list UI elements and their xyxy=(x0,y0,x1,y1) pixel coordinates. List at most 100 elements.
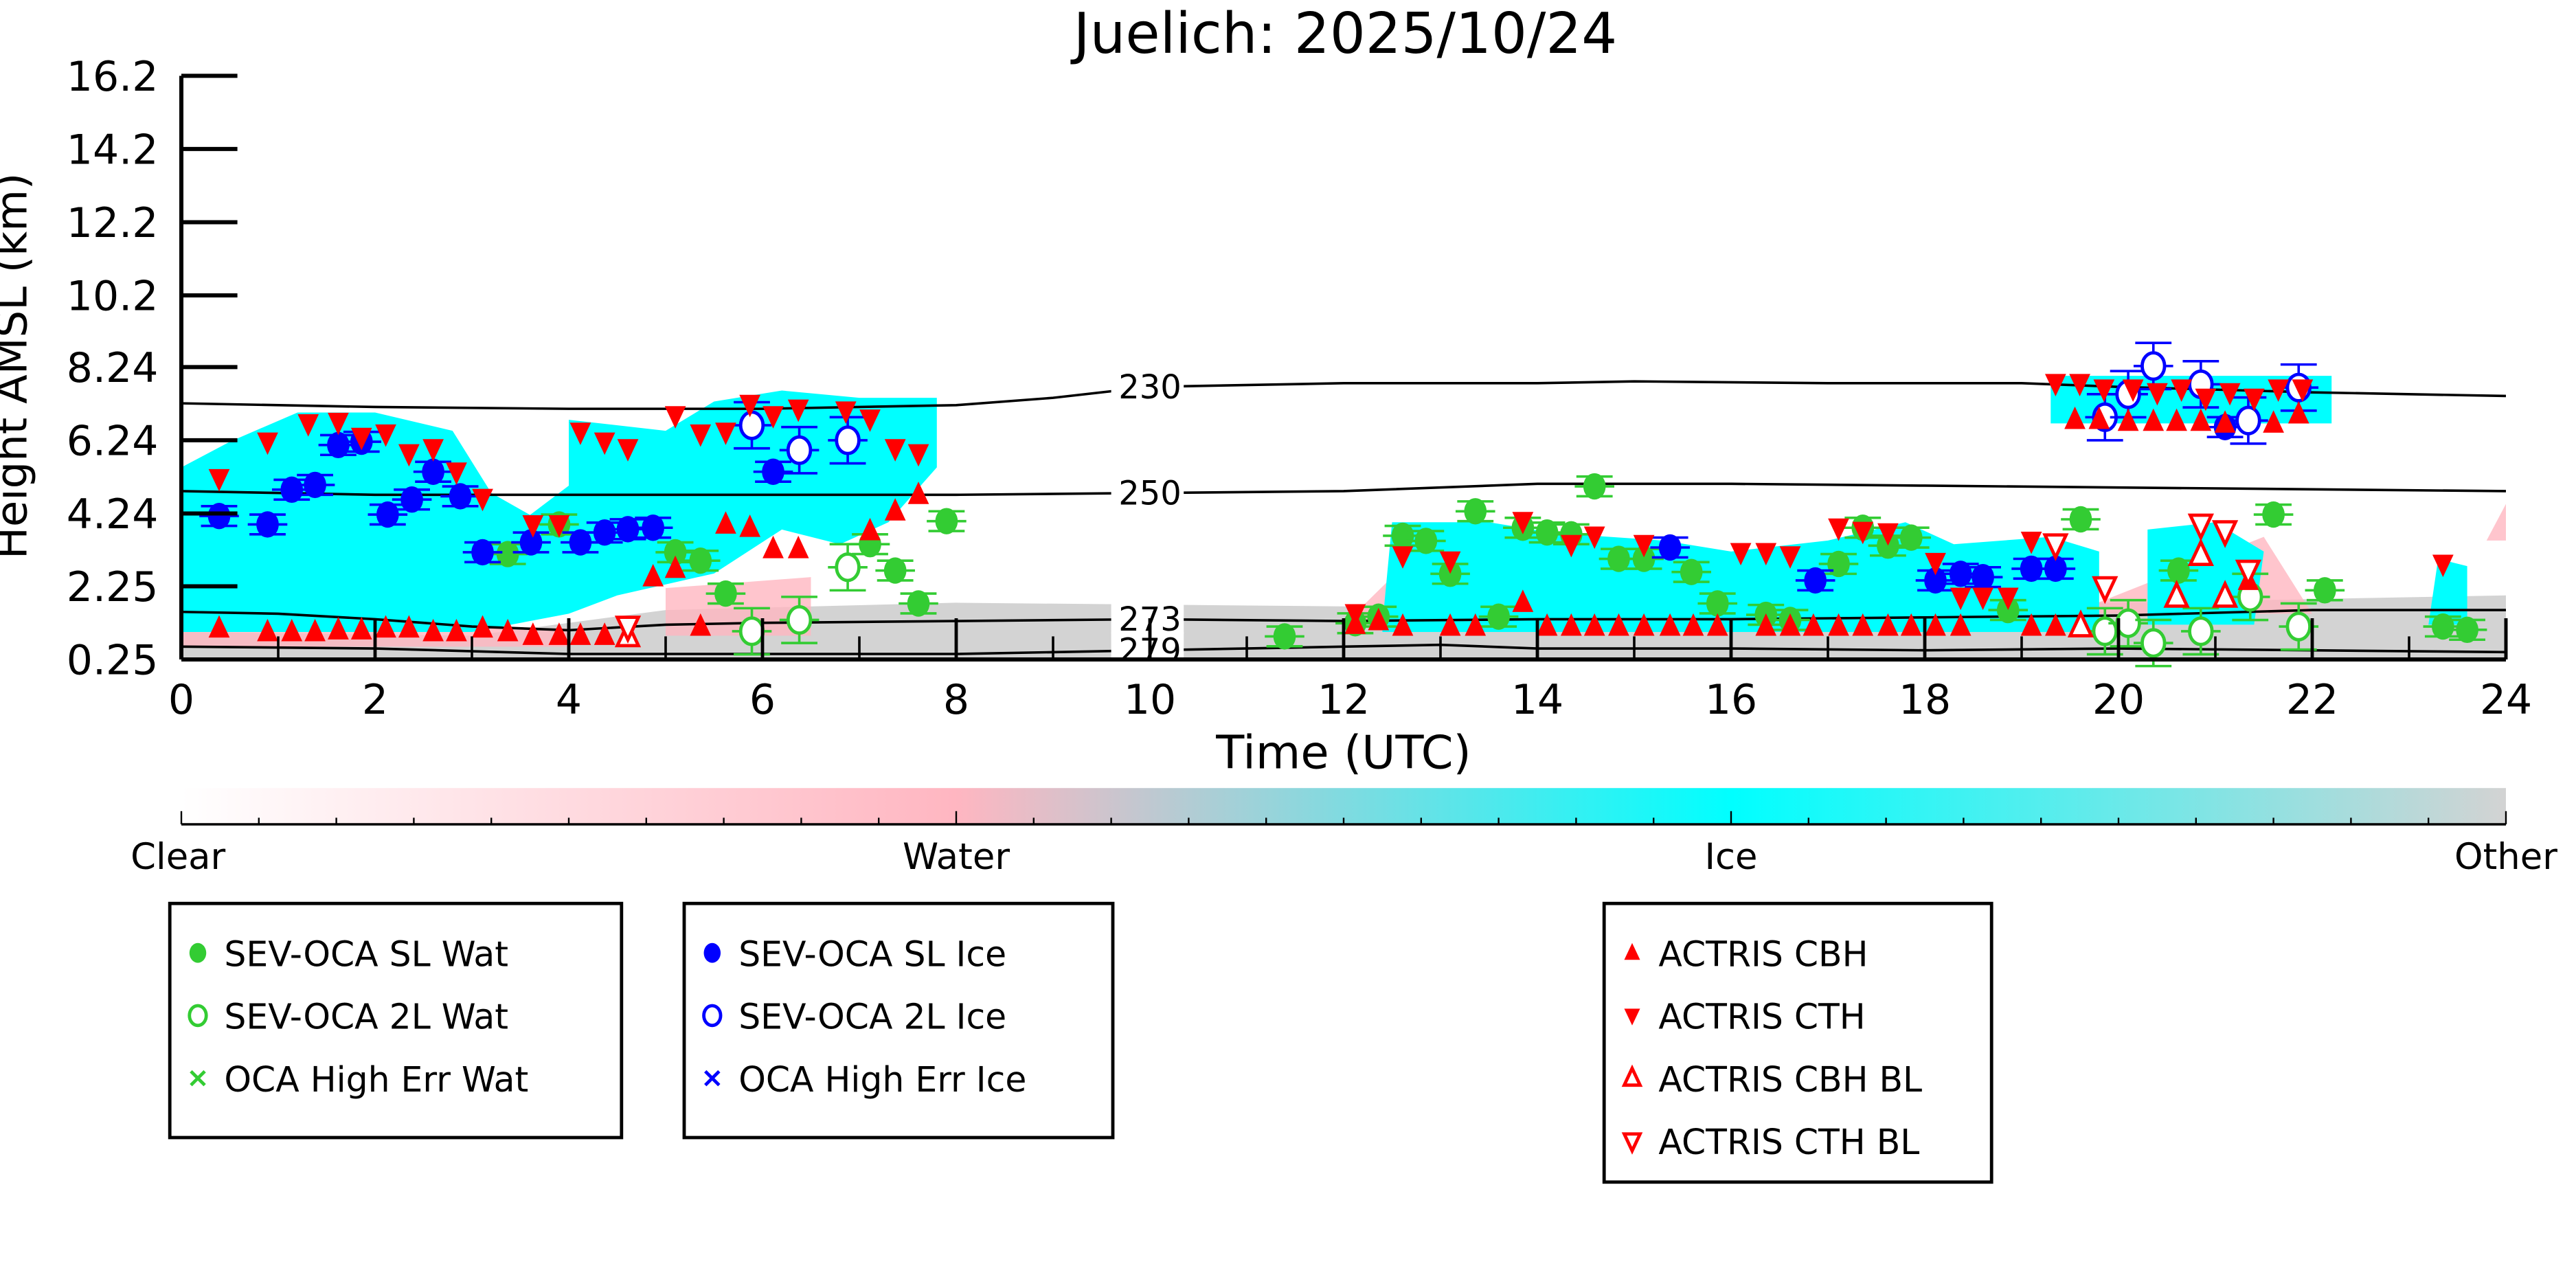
data-point xyxy=(1899,524,1923,551)
contour-230 xyxy=(181,380,2506,410)
data-point xyxy=(1852,521,1874,545)
data-point xyxy=(2171,379,2193,403)
data-point xyxy=(522,622,544,645)
legend-marker xyxy=(188,1004,208,1028)
contour-250 xyxy=(181,482,2506,497)
data-point xyxy=(2088,406,2110,429)
data-point xyxy=(1607,545,1630,572)
data-point xyxy=(256,511,279,538)
y-tick-label: 16.2 xyxy=(67,53,159,101)
data-point xyxy=(642,515,664,541)
data-point xyxy=(1512,512,1534,534)
colorbar-label-clear: Clear xyxy=(131,836,225,878)
legend-marker xyxy=(703,942,721,963)
data-point xyxy=(375,424,396,447)
data-point xyxy=(2235,405,2261,436)
data-point xyxy=(1779,546,1801,569)
data-point xyxy=(762,458,784,485)
y-tick-label: 2.25 xyxy=(67,563,159,611)
data-point xyxy=(281,618,303,642)
data-point xyxy=(2263,410,2284,433)
data-point xyxy=(1512,589,1534,612)
data-point xyxy=(2187,538,2214,567)
data-point xyxy=(715,511,736,534)
data-point xyxy=(1755,613,1777,636)
data-point xyxy=(1487,603,1510,630)
data-point xyxy=(689,547,712,574)
data-point xyxy=(2235,559,2262,588)
data-point xyxy=(2166,408,2187,431)
legend-box-3: ACTRIS CBH ACTRIS CTH ACTRIS CBH BL ACTRIS … xyxy=(1602,901,1993,1184)
data-point xyxy=(1273,623,1296,650)
data-point xyxy=(2020,613,2042,636)
legend-label: SEV-OCA SL Ice xyxy=(738,934,1006,974)
data-point xyxy=(2092,616,2118,646)
data-point xyxy=(522,515,544,538)
data-point xyxy=(1392,613,1414,636)
x-tick-label: 20 xyxy=(2092,676,2145,724)
data-point xyxy=(2117,408,2139,431)
data-point xyxy=(593,519,616,546)
data-point xyxy=(714,580,737,607)
data-point xyxy=(762,406,784,429)
series-actris-cth-bl xyxy=(614,513,2262,644)
x-tick-label: 8 xyxy=(943,676,969,724)
data-point xyxy=(787,535,809,558)
data-point xyxy=(1414,528,1438,554)
ice-region xyxy=(1382,522,2099,633)
data-point xyxy=(2122,379,2144,403)
data-point xyxy=(787,399,809,422)
data-point xyxy=(328,412,349,436)
data-point xyxy=(1560,534,1582,558)
y-tick-label: 10.2 xyxy=(67,273,159,321)
data-point xyxy=(1706,613,1728,636)
data-point xyxy=(664,555,686,578)
data-point xyxy=(690,613,712,636)
colorbar-label-other: Other xyxy=(2454,836,2557,878)
data-point xyxy=(738,616,765,646)
legend-marker xyxy=(1624,1008,1640,1026)
data-point xyxy=(1632,545,1656,572)
data-point xyxy=(835,401,857,424)
data-point xyxy=(496,541,519,567)
data-point xyxy=(2115,608,2141,638)
data-point xyxy=(2064,406,2086,429)
data-point xyxy=(548,622,570,645)
data-point xyxy=(1972,587,1993,611)
data-point xyxy=(883,557,907,584)
legend-label: SEV-OCA SL Wat xyxy=(224,934,508,974)
data-point xyxy=(2069,374,2090,397)
series-actris-cbh-bl xyxy=(614,538,2239,648)
data-point xyxy=(497,618,519,642)
data-point xyxy=(762,535,784,558)
data-point xyxy=(2093,379,2115,403)
data-point xyxy=(2292,379,2314,403)
data-point xyxy=(1779,613,1801,636)
data-point xyxy=(207,502,231,530)
colorbar-label-ice: Ice xyxy=(1704,836,1757,878)
data-point xyxy=(835,552,861,583)
y-tick-label: 12.2 xyxy=(67,199,159,247)
data-point xyxy=(569,422,591,445)
legend-marker xyxy=(704,1070,721,1087)
data-point xyxy=(1682,613,1704,636)
data-point xyxy=(376,501,399,528)
data-point xyxy=(738,410,765,440)
data-point xyxy=(2211,520,2239,548)
data-point xyxy=(1680,558,1703,585)
data-point xyxy=(884,439,906,462)
data-point xyxy=(664,539,687,566)
ice-region xyxy=(2428,558,2467,625)
data-point xyxy=(1755,543,1777,566)
x-tick-label: 22 xyxy=(2286,676,2338,724)
y-tick-label: 8.24 xyxy=(67,344,159,392)
data-point xyxy=(2020,531,2042,554)
x-tick-label: 24 xyxy=(2480,676,2532,724)
legend-box-2: SEV-OCA SL Ice SEV-OCA 2L Ice OCA High Err… xyxy=(682,901,1115,1140)
data-point xyxy=(449,483,472,510)
data-point xyxy=(664,406,686,429)
data-point xyxy=(2167,557,2190,584)
data-point xyxy=(350,427,372,451)
data-point xyxy=(1391,522,1414,550)
data-point xyxy=(2044,374,2066,397)
